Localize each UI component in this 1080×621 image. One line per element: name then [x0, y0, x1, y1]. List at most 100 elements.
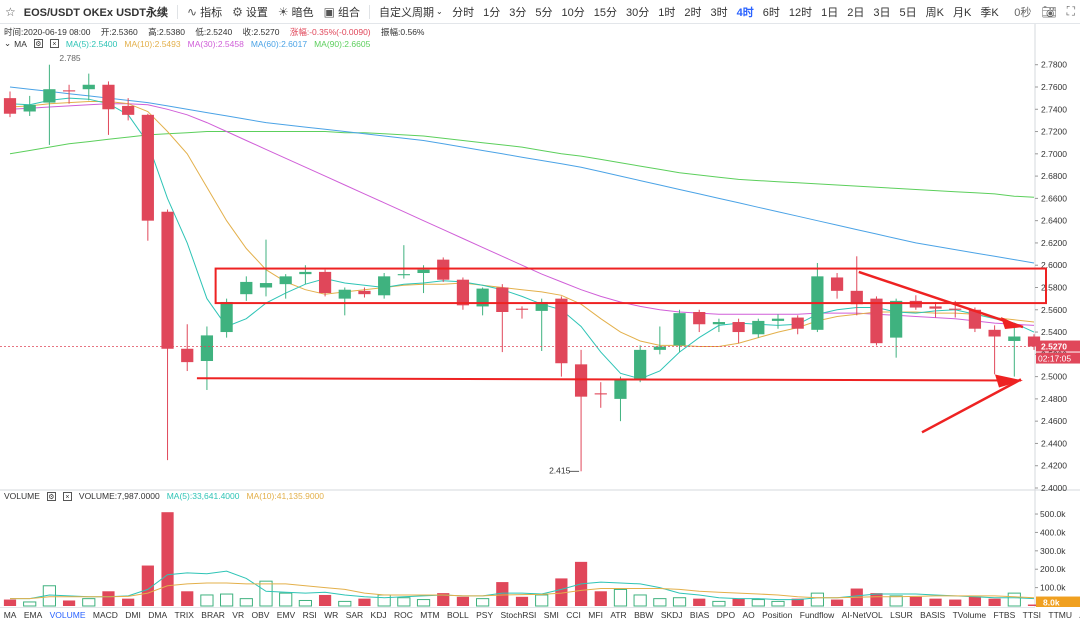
settings-button[interactable]: ⚙ 设置	[227, 0, 273, 24]
combo-button[interactable]: ▣ 组合	[319, 0, 365, 24]
indicator-tab[interactable]: TVolume	[952, 609, 987, 620]
indicator-tab[interactable]: AI-BSI	[1076, 610, 1080, 620]
volume-bar	[889, 595, 903, 607]
volume-bar	[988, 598, 1001, 606]
rebound-arrow-line	[921, 378, 1022, 434]
indicator-tab[interactable]: EMA	[23, 609, 43, 620]
candle	[732, 318, 745, 344]
candle	[417, 265, 430, 294]
indicator-tab[interactable]: BRAR	[201, 609, 225, 620]
indicator-tab[interactable]: MFI	[588, 609, 603, 620]
candle-body	[299, 271, 312, 275]
candle-body	[220, 301, 233, 333]
indicator-tab[interactable]: VR	[232, 609, 245, 620]
indicator-tab[interactable]: RSI	[302, 609, 317, 620]
interval-tab[interactable]: 1时	[658, 6, 676, 19]
price-tick-label: 2.6400	[1041, 216, 1067, 226]
ma-close-icon[interactable]: ×	[49, 39, 59, 48]
ma-indicator-name: MA	[14, 38, 27, 49]
indicator-tab[interactable]: Fundflow	[799, 609, 835, 620]
indicators-button[interactable]: ∿ 指标	[182, 0, 227, 24]
ma-settings-icon[interactable]: ⚙	[33, 39, 43, 48]
volume-settings-icon[interactable]: ⚙	[46, 491, 56, 501]
indicator-tab[interactable]: AO	[742, 609, 755, 620]
indicator-tab[interactable]: BASIS	[920, 609, 946, 620]
indicator-tab[interactable]: MTM	[420, 609, 440, 620]
annotations: 2.415 2.785	[59, 53, 1048, 475]
indicator-tab[interactable]: KDJ	[370, 609, 387, 620]
interval-tab[interactable]: 3分	[509, 6, 527, 19]
indicator-tab[interactable]: SAR	[345, 609, 364, 620]
interval-tab[interactable]: 4时	[736, 6, 754, 19]
indicator-tab[interactable]: ATR	[610, 609, 627, 620]
indicator-tab[interactable]: DPO	[716, 609, 736, 620]
interval-tab[interactable]: 15分	[593, 6, 618, 19]
camera-icon[interactable]: 📷︎	[1041, 4, 1057, 19]
candles	[3, 64, 1041, 472]
indicator-tab[interactable]: ROC	[393, 609, 413, 620]
candle	[82, 73, 95, 101]
volume-close-icon[interactable]: ×	[62, 491, 72, 501]
candle-body	[1008, 336, 1021, 341]
indicator-tab[interactable]: PSY	[476, 609, 494, 620]
interval-tab[interactable]: 1分	[483, 6, 501, 19]
indicator-tab[interactable]: BIAS	[689, 609, 710, 620]
indicator-tab[interactable]: StochRSI	[500, 609, 537, 620]
interval-tab[interactable]: 3日	[873, 6, 891, 19]
indicator-tab[interactable]: OBV	[251, 609, 270, 620]
indicator-tab[interactable]: LSUR	[890, 609, 913, 620]
indicator-tab[interactable]: MA	[3, 609, 17, 620]
indicator-tab[interactable]: FTBS	[993, 609, 1016, 620]
indicator-tab[interactable]: SMI	[543, 609, 559, 620]
interval-tab[interactable]: 2日	[847, 6, 865, 19]
indicator-tab[interactable]: DMA	[148, 609, 168, 620]
symbol-title[interactable]: EOS/USDT OKEx USDT永续	[23, 6, 169, 19]
volume-bar	[810, 592, 824, 607]
candle-body	[161, 211, 174, 349]
indicator-tab[interactable]: CCI	[566, 609, 581, 620]
price-tick-label: 2.4000	[1041, 483, 1067, 493]
interval-tab[interactable]: 10分	[561, 6, 585, 19]
candle	[515, 306, 529, 319]
volume-bars	[3, 512, 1041, 607]
interval-tab[interactable]: 5日	[899, 6, 917, 19]
interval-tab[interactable]: 2时	[684, 6, 702, 19]
interval-tab[interactable]: 30分	[626, 6, 650, 19]
interval-tab[interactable]: 6时	[762, 6, 780, 19]
interval-tab[interactable]: 月K	[953, 6, 972, 19]
price-tick-label: 2.7000	[1041, 149, 1067, 159]
indicator-tab[interactable]: WR	[324, 609, 339, 620]
interval-tab[interactable]: 5分	[535, 6, 553, 19]
indicator-tab[interactable]: BOLL	[446, 609, 469, 620]
interval-tab[interactable]: 周K	[925, 6, 944, 19]
indicator-tab[interactable]: BBW	[634, 609, 654, 620]
indicator-tab[interactable]: VOLUME	[49, 609, 86, 620]
interval-tab[interactable]: 3时	[710, 6, 728, 19]
indicator-tab[interactable]: Position	[762, 609, 793, 620]
indicator-tab[interactable]: TTMU	[1048, 609, 1073, 620]
volume-tick-label: 200.0k	[1040, 564, 1066, 574]
candle-body	[141, 114, 154, 221]
interval-tab[interactable]: 分时	[452, 6, 475, 19]
interval-tab[interactable]: 季K	[980, 6, 999, 19]
volume-bar	[161, 512, 174, 606]
interval-tab[interactable]: 12时	[788, 6, 813, 19]
candle	[279, 274, 292, 299]
indicator-tab[interactable]: MACD	[92, 609, 118, 620]
candle-body	[830, 277, 844, 291]
indicator-tab[interactable]: SKDJ	[660, 609, 683, 620]
custom-period-dropdown[interactable]: 自定义周期 ⌄	[374, 0, 448, 24]
indicator-tab[interactable]: DMI	[125, 609, 141, 620]
indicator-tab[interactable]: TTSI	[1022, 609, 1042, 620]
interval-tab[interactable]: 1日	[821, 6, 839, 19]
indicator-tab[interactable]: EMV	[276, 609, 296, 620]
theme-button[interactable]: ☀ 暗色	[273, 0, 319, 24]
favorite-star-icon[interactable]: ☆	[5, 4, 16, 19]
collapse-icon[interactable]: ⌄	[4, 38, 12, 48]
indicator-tab[interactable]: TRIX	[174, 609, 194, 620]
fullscreen-icon[interactable]: ⛶	[1066, 4, 1075, 18]
resistance-box	[214, 267, 1048, 305]
candle-body	[693, 312, 706, 325]
indicator-tab[interactable]: AI-NetVOL	[841, 609, 883, 620]
price-chart[interactable]: 2.7800 2.7600 2.7400 2.7200 2.7000 2.6800 2.66…	[0, 0, 1080, 607]
